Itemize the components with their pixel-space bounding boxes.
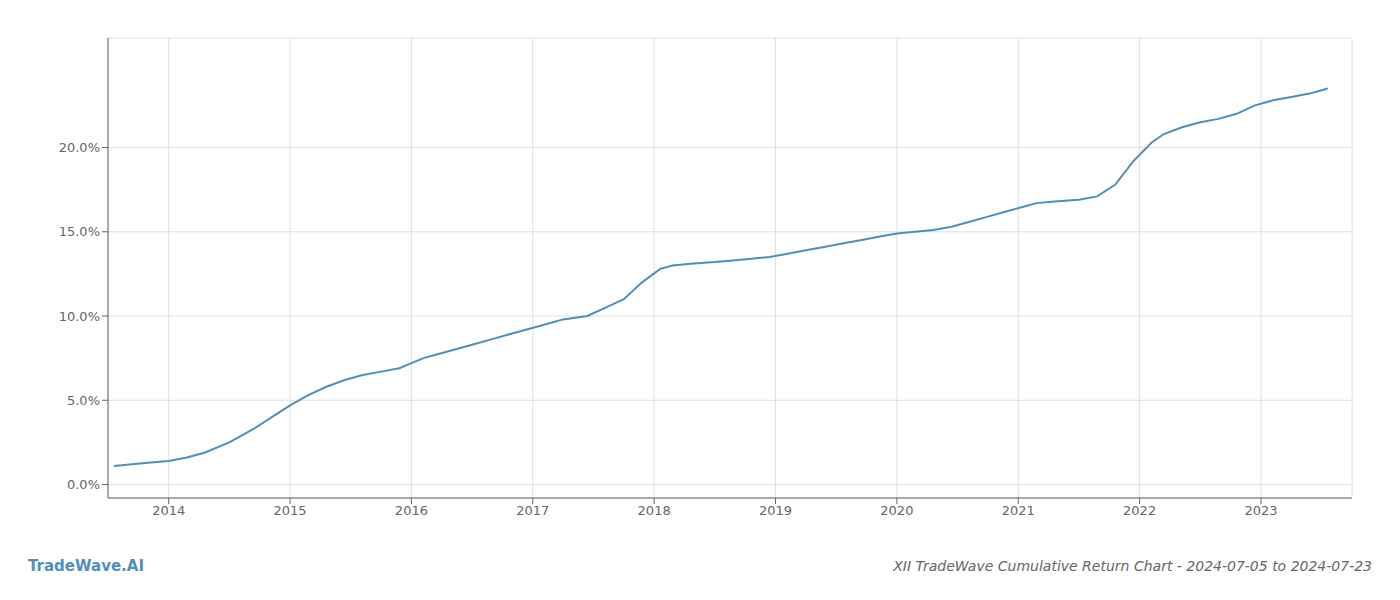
svg-text:2017: 2017 (516, 503, 549, 518)
html-text:XII TradeWave Cumulative Retur: XII TradeWave Cumulative Return Chart - … (893, 558, 1372, 574)
svg-text:2018: 2018 (638, 503, 671, 518)
svg-text:15.0%: 15.0% (59, 224, 100, 239)
html-text:TradeWave.AI: TradeWave.AI (28, 557, 144, 575)
svg-text:2023: 2023 (1244, 503, 1277, 518)
svg-text:10.0%: 10.0% (59, 309, 100, 324)
svg-text:2021: 2021 (1002, 503, 1035, 518)
svg-text:2019: 2019 (759, 503, 792, 518)
svg-text:2015: 2015 (274, 503, 307, 518)
svg-text:0.0%: 0.0% (67, 477, 100, 492)
svg-text:2022: 2022 (1123, 503, 1156, 518)
svg-text:5.0%: 5.0% (67, 393, 100, 408)
svg-text:2016: 2016 (395, 503, 428, 518)
svg-text:2020: 2020 (880, 503, 913, 518)
svg-text:20.0%: 20.0% (59, 140, 100, 155)
svg-text:2014: 2014 (152, 503, 185, 518)
